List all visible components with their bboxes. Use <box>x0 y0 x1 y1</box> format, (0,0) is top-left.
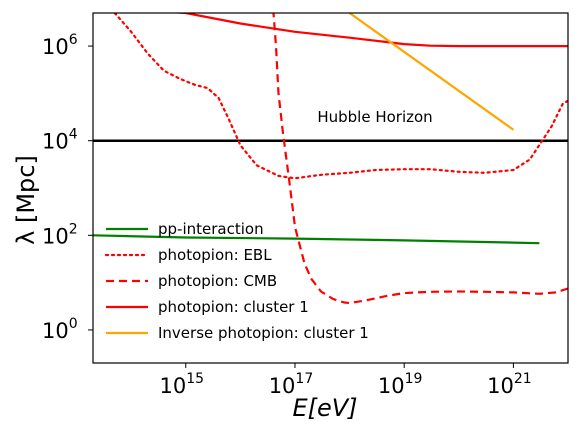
series-line-1 <box>113 13 568 180</box>
series-lines <box>93 13 568 305</box>
legend-label-3: photopion: cluster 1 <box>158 298 309 316</box>
x-axis-title: E[eV] <box>292 394 357 422</box>
series-line-3 <box>169 13 568 48</box>
y-tick-label-2: 104 <box>42 127 78 154</box>
legend-label-1: photopion: EBL <box>158 246 272 264</box>
plot-frame <box>92 12 569 364</box>
legend-label-4: Inverse photopion: cluster 1 <box>158 324 369 342</box>
axis-ticks: 1015 1017 1019 1021 100 102 104 106 <box>42 32 532 398</box>
x-tick-label-1: 1017 <box>269 371 314 398</box>
legend-label-0: pp-interaction <box>158 220 264 238</box>
x-tick-label-2: 1019 <box>378 371 423 398</box>
series-line-2 <box>272 13 568 305</box>
series-line-4 <box>348 13 515 131</box>
y-tick-label-1: 102 <box>42 221 78 248</box>
y-axis-title: λ [Mpc] <box>12 155 40 245</box>
legend-label-2: photopion: CMB <box>158 272 277 290</box>
y-tick-label-3: 106 <box>42 32 78 59</box>
legend: pp-interaction photopion: EBL photopion: C… <box>104 220 369 342</box>
x-tick-label-3: 1021 <box>487 371 532 398</box>
x-tick-label-0: 1015 <box>159 371 204 398</box>
y-tick-label-0: 100 <box>42 316 78 343</box>
series-line-0 <box>93 234 540 245</box>
x-axis-title-text: E[eV] <box>292 394 357 422</box>
plot-area <box>93 13 568 363</box>
hubble-horizon-label: Hubble Horizon <box>317 108 432 126</box>
